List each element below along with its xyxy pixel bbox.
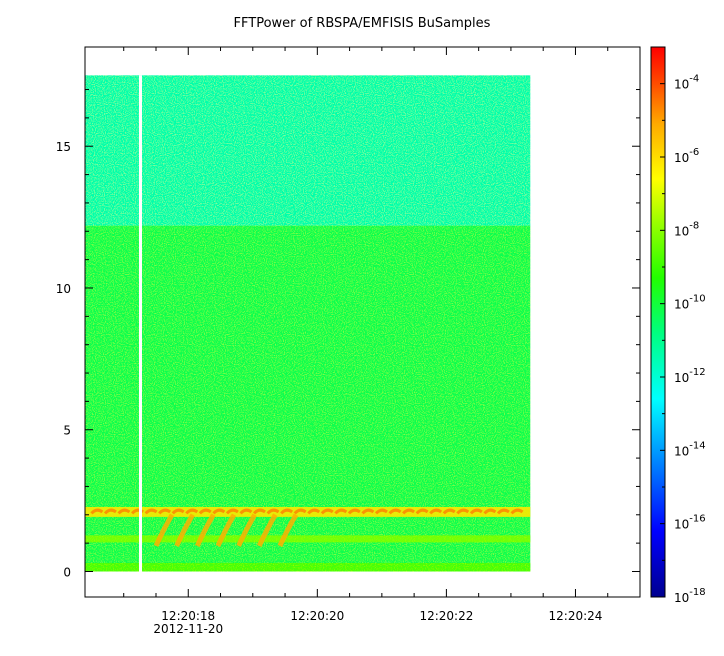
wave-packet <box>195 513 216 548</box>
spectrogram <box>85 75 531 572</box>
spectrogram-cells <box>85 75 531 572</box>
x-tick-label: 12:20:20 <box>290 609 344 623</box>
band-ripple <box>374 508 388 515</box>
colorbar-gradient <box>650 46 666 598</box>
colorbar-tick-label: 10-16 <box>674 514 706 532</box>
band-ripple <box>320 508 334 515</box>
band-ripple <box>185 508 199 515</box>
band-ripple <box>483 508 497 515</box>
band-ripple <box>225 508 239 515</box>
colorbar-tick-label: 10-18 <box>674 587 706 605</box>
wave-packet <box>153 513 175 548</box>
power-region-2 <box>85 225 531 572</box>
band-ripple <box>239 508 253 515</box>
colorbar-tick-label: 10-14 <box>674 440 706 458</box>
band-ripple <box>429 508 443 515</box>
band-ripple <box>198 508 212 515</box>
band-ripple <box>361 508 375 515</box>
band-ripple <box>103 508 117 515</box>
chart-title: FFTPower of RBSPA/EMFISIS BuSamples <box>233 16 491 31</box>
power-region-1 <box>85 75 531 226</box>
band-ripple <box>131 508 144 515</box>
colorbar-tick-label: 10-4 <box>674 74 699 92</box>
x-tick-label: 12:20:22 <box>419 609 473 623</box>
band-ripple <box>456 508 470 515</box>
band-ripple <box>144 508 158 515</box>
axes: 0 5 10 15 12:20:18 12:20:20 12:20:22 12:20:24 20… <box>56 46 641 636</box>
data-gap <box>139 75 142 572</box>
band-ripple <box>442 508 456 515</box>
y-tick-label: 0 <box>63 565 71 579</box>
band-ripple <box>280 508 294 515</box>
band-ripple <box>90 508 104 515</box>
band-ripple <box>266 508 280 515</box>
band-ripple <box>415 508 429 515</box>
colorbar-tick-label: 10-12 <box>674 367 706 385</box>
band-ripple <box>307 508 321 515</box>
band-ripple <box>117 508 131 515</box>
band-ripple <box>293 508 307 515</box>
band-ripple <box>158 508 172 515</box>
band-ripple <box>469 508 483 515</box>
y-tick-label: 10 <box>56 282 71 296</box>
plot-frame <box>84 46 641 598</box>
colorbar-tick-label: 10-6 <box>674 147 699 165</box>
band-ripple <box>388 508 402 515</box>
band-ripple <box>347 508 361 515</box>
colorbar: 10-18 10-16 10-14 10-12 10-10 10-8 10-6 10-4 <box>650 46 706 605</box>
colorbar-tick-label: 10-10 <box>674 294 706 312</box>
power-band-3 <box>85 562 531 572</box>
band-ripple <box>510 508 524 515</box>
band-ripple <box>252 508 266 515</box>
y-tick-label: 15 <box>56 140 71 154</box>
x-tick-label: 12:20:24 <box>549 609 603 623</box>
wave-packet <box>256 513 278 548</box>
band-ripple <box>402 508 416 515</box>
x-tick-label: 12:20:18 <box>161 609 215 623</box>
band-ripple <box>212 508 226 515</box>
colorbar-tick-label: 10-8 <box>674 220 699 238</box>
wave-packet <box>174 513 195 548</box>
wave-packet <box>236 513 257 548</box>
band-ripple <box>171 508 185 515</box>
wave-packets <box>90 508 524 548</box>
wave-packet <box>215 513 237 548</box>
band-ripple <box>496 508 510 515</box>
band-ripple <box>334 508 348 515</box>
wave-packet <box>277 513 299 548</box>
y-tick-label: 5 <box>63 424 71 438</box>
x-date-label: 2012-11-20 <box>153 622 223 636</box>
power-band-2 <box>85 535 531 543</box>
